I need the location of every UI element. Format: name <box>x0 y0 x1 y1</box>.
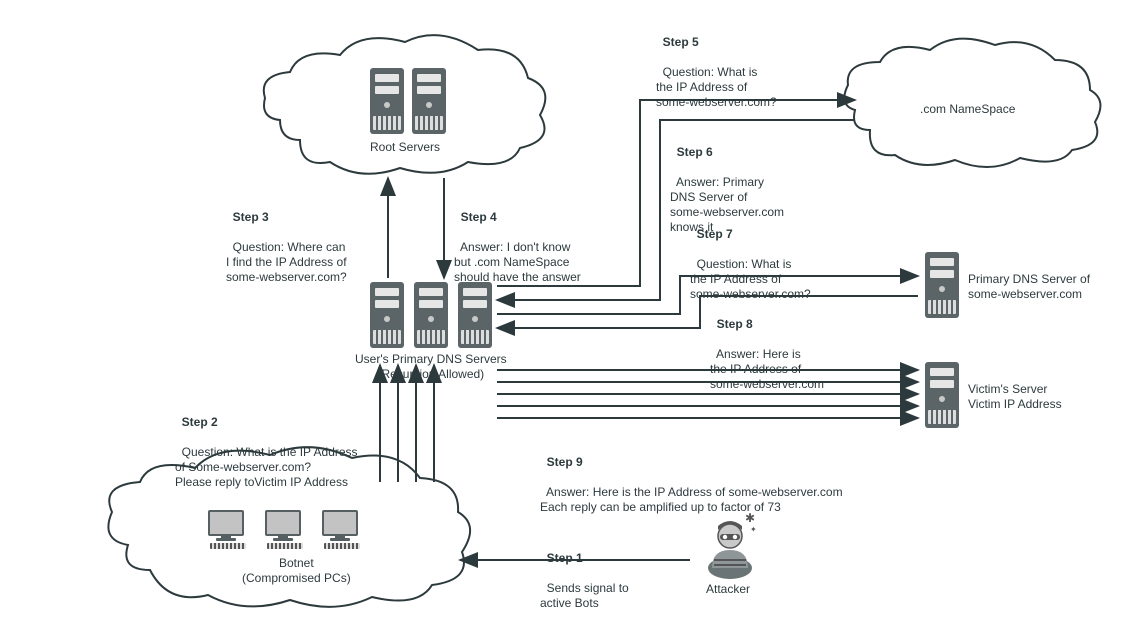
step7-title: Step 7 <box>697 227 733 241</box>
victim-label: Victim's Server Victim IP Address <box>968 382 1062 412</box>
primary-dns-server-icon <box>925 252 959 318</box>
step7-text: Question: What is the IP Address of some… <box>690 257 811 301</box>
botnet-label: Botnet (Compromised PCs) <box>242 556 351 586</box>
dns-server-3 <box>458 282 492 348</box>
victim-server-icon <box>925 362 959 428</box>
step3-text: Question: Where can I find the IP Addres… <box>226 240 347 284</box>
botnet-pc-3 <box>322 510 362 550</box>
step1-text: Sends signal to active Bots <box>540 581 629 610</box>
primary-dns-label: Primary DNS Server of some-webserver.com <box>968 272 1090 302</box>
step6-title: Step 6 <box>677 145 713 159</box>
root-cloud-label: Root Servers <box>370 140 440 155</box>
step5-title: Step 5 <box>663 35 699 49</box>
dns-server-2 <box>414 282 448 348</box>
step3-title: Step 3 <box>233 210 269 224</box>
dns-server-1 <box>370 282 404 348</box>
step9-title: Step 9 <box>547 455 583 469</box>
attacker-label: Attacker <box>706 582 750 597</box>
step8-text: Answer: Here is the IP Address of some-w… <box>710 347 824 391</box>
attacker-icon: ✱ ✦ <box>700 510 760 580</box>
step4-title: Step 4 <box>461 210 497 224</box>
botnet-pc-1 <box>208 510 248 550</box>
root-server-2 <box>412 68 446 134</box>
step9-text: Answer: Here is the IP Address of some-w… <box>540 485 843 514</box>
step2-title: Step 2 <box>182 415 218 429</box>
dns-servers-label: User's Primary DNS Servers (Recursion Al… <box>355 352 507 382</box>
svg-text:✦: ✦ <box>750 525 757 534</box>
com-cloud-label: .com NameSpace <box>920 102 1015 117</box>
step5-text: Question: What is the IP Address of some… <box>656 65 777 109</box>
step2-text: Question: What is the IP Address of Some… <box>175 445 358 489</box>
step1-title: Step 1 <box>547 551 583 565</box>
step4-text: Answer: I don't know but .com NameSpace … <box>454 240 581 284</box>
root-server-1 <box>370 68 404 134</box>
botnet-pc-2 <box>265 510 305 550</box>
step8-title: Step 8 <box>717 317 753 331</box>
